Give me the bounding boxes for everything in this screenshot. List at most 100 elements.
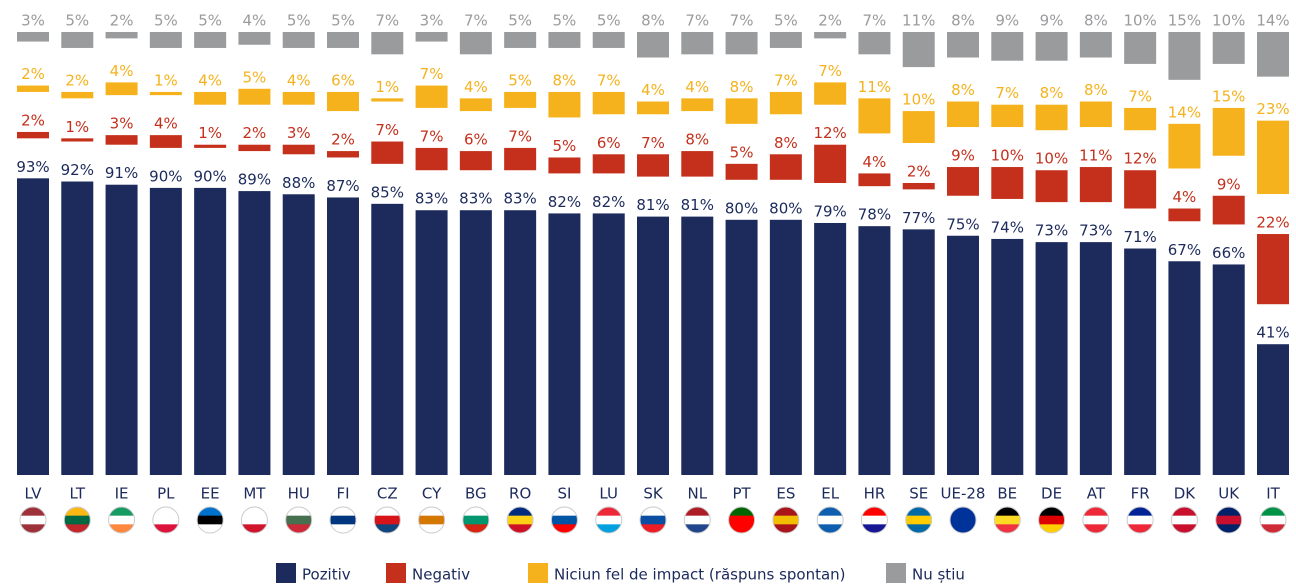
value-label: 7%: [508, 127, 532, 145]
bar-segment: [991, 104, 1024, 128]
bar-segment: [238, 191, 271, 475]
x-tick-label: CZ: [377, 485, 398, 503]
bar-segment: [1035, 170, 1068, 203]
value-label: 3%: [21, 12, 45, 30]
flag-stripe: [728, 524, 755, 533]
flag-stripe: [241, 524, 268, 533]
value-label: 7%: [685, 12, 709, 30]
flag-border: [418, 506, 446, 534]
bar-segment: [592, 91, 625, 115]
bar-segment: [194, 144, 227, 148]
bar-segment: [1079, 101, 1112, 128]
flag-stripe: [994, 507, 1021, 517]
legend-swatch: [528, 563, 548, 583]
value-label: 5%: [154, 12, 178, 30]
flag-stripe: [772, 524, 799, 533]
flag-stripe: [1171, 515, 1198, 525]
bar-segment: [1168, 261, 1201, 475]
x-tick-label: RO: [509, 485, 531, 503]
flag-stripe: [462, 515, 489, 525]
bar-segment: [105, 82, 138, 96]
flag-border: [816, 506, 844, 534]
flag-stripe: [1127, 507, 1154, 517]
bar-segment: [282, 194, 315, 475]
flag-stripe: [994, 524, 1021, 533]
bar-segment: [1079, 32, 1112, 58]
x-tick-label: LT: [70, 485, 86, 503]
value-label: 6%: [464, 131, 488, 149]
flag-stripe: [1215, 524, 1242, 533]
flag-stripe: [1215, 515, 1242, 525]
value-label: 7%: [1128, 87, 1152, 105]
bar-segment: [725, 98, 758, 124]
flag-stripe: [595, 515, 622, 525]
bar-segment: [17, 178, 49, 475]
bar-segment: [282, 32, 315, 48]
value-label: 90%: [149, 167, 182, 185]
value-label: 6%: [331, 71, 355, 89]
value-label: 7%: [641, 134, 665, 152]
legend-label: Pozitiv: [302, 566, 351, 584]
value-label: 1%: [375, 78, 399, 96]
bar-segment: [725, 163, 758, 180]
bar-segment: [238, 32, 271, 45]
flag-stripe: [905, 524, 932, 533]
bar-segment: [327, 32, 359, 48]
value-label: 83%: [415, 190, 448, 208]
flag-stripe: [817, 515, 844, 525]
flag-border: [1215, 506, 1243, 534]
bar-segment: [548, 213, 581, 476]
bar-segment: [194, 32, 227, 48]
value-label: 82%: [548, 193, 581, 211]
value-label: 4%: [110, 62, 134, 80]
x-tick-label: UE-28: [941, 485, 986, 503]
bar-segment: [238, 88, 271, 105]
value-label: 8%: [951, 81, 975, 99]
value-label: 2%: [110, 12, 134, 30]
value-label: 7%: [464, 12, 488, 30]
flag-stripe: [64, 524, 91, 533]
bar-segment: [858, 32, 891, 55]
value-label: 7%: [420, 65, 444, 83]
bar-segment: [637, 32, 669, 58]
value-label: 1%: [65, 118, 89, 136]
value-label: 75%: [946, 215, 979, 233]
bar-segment: [459, 98, 492, 112]
flag-border: [1082, 506, 1110, 534]
bar-segment: [947, 32, 979, 58]
value-label: 80%: [769, 199, 802, 217]
bar-segment: [902, 111, 935, 143]
flag-stripe: [462, 507, 489, 517]
bar-segment: [1124, 32, 1157, 64]
x-tick-label: SI: [557, 485, 571, 503]
bar-segment: [681, 98, 714, 112]
flag-stripe: [595, 524, 622, 533]
bar-segment: [548, 91, 581, 118]
bar-segment: [1035, 104, 1068, 131]
bar-segment: [149, 135, 182, 148]
bar-segment: [1257, 234, 1289, 305]
bar-segment: [725, 219, 758, 475]
bar-segment: [105, 184, 138, 475]
flag-stripe: [507, 507, 534, 517]
flag-stripe: [551, 515, 578, 525]
flag-border: [108, 506, 136, 534]
value-label: 88%: [282, 174, 315, 192]
value-label: 15%: [1212, 87, 1245, 105]
value-label: 93%: [16, 158, 49, 176]
bar-segment: [415, 147, 448, 171]
value-label: 10%: [991, 147, 1024, 165]
bar-segment: [415, 210, 448, 476]
value-label: 82%: [592, 193, 625, 211]
bar-segment: [681, 216, 714, 476]
bar-segment: [17, 131, 49, 139]
bar-segment: [61, 91, 94, 99]
flag-stripe: [551, 524, 578, 533]
x-tick-label: CY: [422, 485, 442, 503]
value-label: 79%: [813, 202, 846, 220]
bar-segment: [947, 235, 979, 475]
bar-segment: [637, 154, 669, 177]
flag-stripe: [684, 524, 711, 533]
bar-segment: [858, 173, 891, 187]
bar-segment: [371, 203, 404, 475]
